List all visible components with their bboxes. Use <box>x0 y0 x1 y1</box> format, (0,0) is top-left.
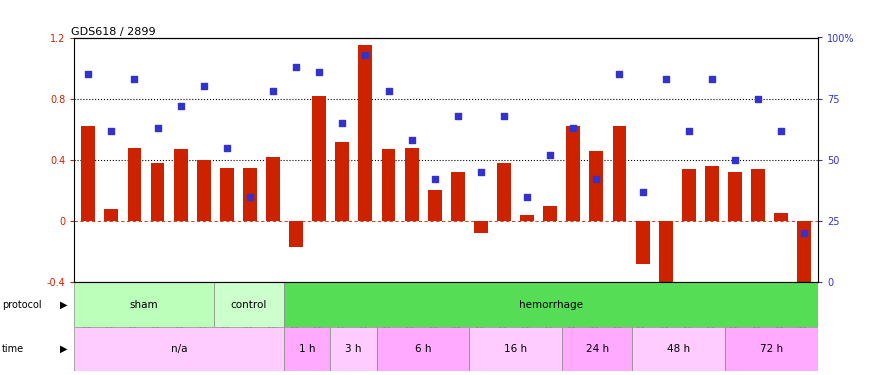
Point <box>451 113 465 119</box>
Bar <box>751 169 765 221</box>
Point <box>728 157 742 163</box>
Point <box>359 52 373 58</box>
Bar <box>289 221 303 247</box>
Text: sham: sham <box>130 300 158 309</box>
Bar <box>312 96 326 221</box>
Bar <box>330 327 376 371</box>
Point <box>266 88 280 94</box>
Point <box>635 189 649 195</box>
Point <box>612 71 626 77</box>
Point <box>150 125 164 131</box>
Bar <box>284 327 330 371</box>
Bar <box>682 169 696 221</box>
Point <box>312 69 326 75</box>
Bar <box>104 209 118 221</box>
Bar <box>590 151 604 221</box>
Bar <box>659 221 673 287</box>
Text: ▶: ▶ <box>60 300 67 309</box>
Bar <box>520 215 534 221</box>
Bar <box>428 190 442 221</box>
Bar <box>74 327 284 371</box>
Bar <box>128 148 142 221</box>
Bar <box>220 168 234 221</box>
Point <box>220 145 234 151</box>
Bar <box>470 327 563 371</box>
Text: 16 h: 16 h <box>504 344 528 354</box>
Point <box>428 177 442 183</box>
Bar <box>284 282 818 327</box>
Bar <box>214 282 284 327</box>
Bar <box>474 221 488 233</box>
Text: n/a: n/a <box>171 344 187 354</box>
Bar <box>150 163 164 221</box>
Point <box>173 103 187 109</box>
Point <box>81 71 95 77</box>
Bar <box>632 327 725 371</box>
Bar <box>74 282 213 327</box>
Point <box>543 152 557 158</box>
Bar <box>563 327 632 371</box>
Text: time: time <box>2 344 24 354</box>
Text: 1 h: 1 h <box>298 344 315 354</box>
Bar <box>497 163 511 221</box>
Point <box>659 76 673 82</box>
Text: protocol: protocol <box>2 300 41 309</box>
Point <box>590 177 604 183</box>
Point <box>705 76 719 82</box>
Bar <box>705 166 718 221</box>
Text: hemorrhage: hemorrhage <box>519 300 583 309</box>
Point <box>751 96 765 102</box>
Bar <box>81 126 95 221</box>
Bar <box>359 45 373 221</box>
Bar <box>197 160 211 221</box>
Bar <box>635 221 649 264</box>
Point <box>520 194 534 200</box>
Bar <box>774 213 788 221</box>
Bar <box>266 157 280 221</box>
Bar <box>543 206 557 221</box>
Point <box>128 76 142 82</box>
Bar <box>612 126 626 221</box>
Text: 48 h: 48 h <box>667 344 690 354</box>
Point <box>382 88 396 94</box>
Bar <box>728 172 742 221</box>
Bar <box>566 126 580 221</box>
Point <box>243 194 257 200</box>
Text: control: control <box>230 300 267 309</box>
Bar <box>797 221 811 294</box>
Bar <box>376 327 470 371</box>
Bar <box>404 148 418 221</box>
Text: 24 h: 24 h <box>585 344 609 354</box>
Point <box>474 169 488 175</box>
Point <box>497 113 511 119</box>
Text: 3 h: 3 h <box>345 344 361 354</box>
Bar <box>451 172 465 221</box>
Bar <box>174 149 187 221</box>
Point <box>104 128 118 134</box>
Bar <box>382 149 396 221</box>
Point <box>566 125 580 131</box>
Point <box>335 120 349 126</box>
Bar <box>725 327 818 371</box>
Text: GDS618 / 2899: GDS618 / 2899 <box>71 27 155 37</box>
Point <box>797 230 811 236</box>
Text: ▶: ▶ <box>60 344 67 354</box>
Bar <box>243 168 257 221</box>
Point <box>404 137 418 143</box>
Point <box>774 128 788 134</box>
Point <box>682 128 696 134</box>
Text: 72 h: 72 h <box>760 344 783 354</box>
Text: 6 h: 6 h <box>415 344 431 354</box>
Bar <box>335 141 349 221</box>
Point <box>289 64 303 70</box>
Point <box>197 84 211 90</box>
